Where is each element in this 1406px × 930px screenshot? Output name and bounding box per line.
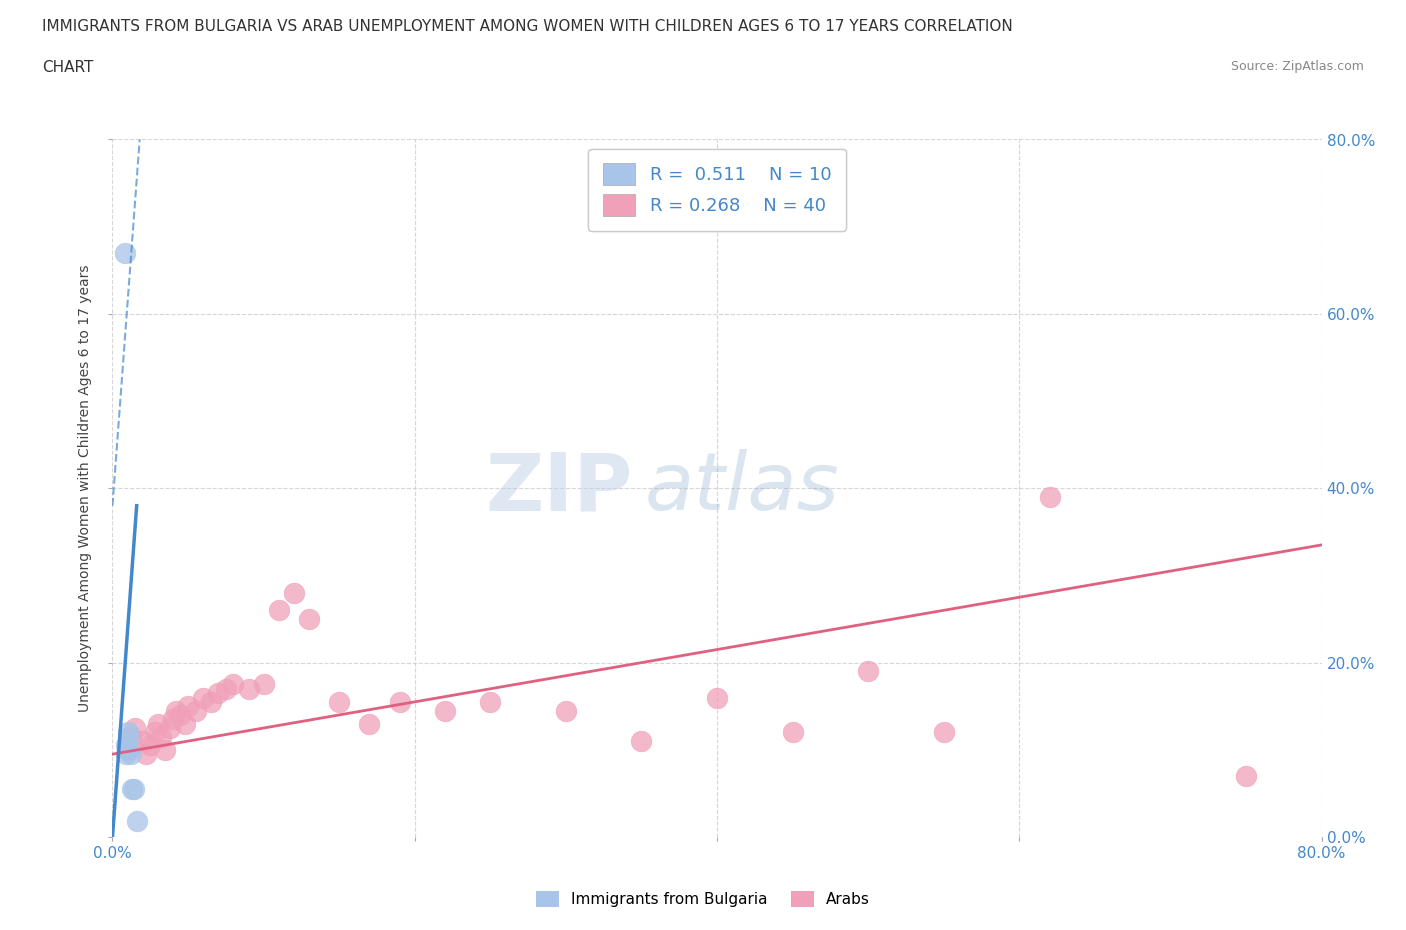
Point	[132, 734, 155, 749]
Point	[177, 698, 200, 713]
Point	[120, 729, 142, 744]
Text: CHART: CHART	[42, 60, 94, 75]
Point	[200, 695, 222, 710]
Legend: R =  0.511    N = 10, R = 0.268    N = 40: R = 0.511 N = 10, R = 0.268 N = 40	[588, 149, 846, 231]
Point	[122, 781, 145, 796]
Point	[114, 246, 136, 260]
Y-axis label: Unemployment Among Women with Children Ages 6 to 17 years: Unemployment Among Women with Children A…	[79, 264, 93, 712]
Point	[191, 690, 214, 705]
Point	[359, 716, 381, 731]
Point	[117, 742, 139, 757]
Point	[117, 742, 139, 757]
Point	[121, 781, 143, 796]
Point	[115, 738, 138, 753]
Text: IMMIGRANTS FROM BULGARIA VS ARAB UNEMPLOYMENT AMONG WOMEN WITH CHILDREN AGES 6 T: IMMIGRANTS FROM BULGARIA VS ARAB UNEMPLO…	[42, 19, 1012, 33]
Point	[782, 725, 804, 740]
Text: Source: ZipAtlas.com: Source: ZipAtlas.com	[1230, 60, 1364, 73]
Point	[238, 682, 260, 697]
Text: ZIP: ZIP	[485, 449, 633, 527]
Text: atlas: atlas	[644, 449, 839, 527]
Point	[388, 695, 411, 710]
Point	[856, 664, 880, 679]
Point	[222, 677, 245, 692]
Point	[169, 708, 191, 723]
Point	[118, 729, 141, 744]
Point	[554, 703, 576, 718]
Point	[706, 690, 728, 705]
Point	[207, 685, 229, 700]
Point	[184, 703, 207, 718]
Point	[135, 747, 157, 762]
Point	[283, 586, 305, 601]
Point	[115, 747, 138, 762]
Point	[155, 742, 177, 757]
Point	[146, 716, 169, 731]
Point	[120, 747, 142, 762]
Point	[298, 612, 321, 627]
Point	[267, 603, 290, 618]
Point	[479, 695, 502, 710]
Point	[630, 734, 652, 749]
Point	[253, 677, 276, 692]
Point	[117, 725, 139, 740]
Point	[139, 738, 162, 753]
Point	[215, 682, 238, 697]
Legend: Immigrants from Bulgaria, Arabs: Immigrants from Bulgaria, Arabs	[530, 884, 876, 913]
Point	[328, 695, 350, 710]
Point	[1234, 768, 1257, 783]
Point	[1038, 489, 1062, 504]
Point	[149, 729, 172, 744]
Point	[433, 703, 456, 718]
Point	[162, 711, 184, 726]
Point	[174, 716, 197, 731]
Point	[143, 725, 166, 740]
Point	[159, 721, 181, 736]
Point	[125, 814, 148, 829]
Point	[124, 721, 146, 736]
Point	[932, 725, 955, 740]
Point	[165, 703, 187, 718]
